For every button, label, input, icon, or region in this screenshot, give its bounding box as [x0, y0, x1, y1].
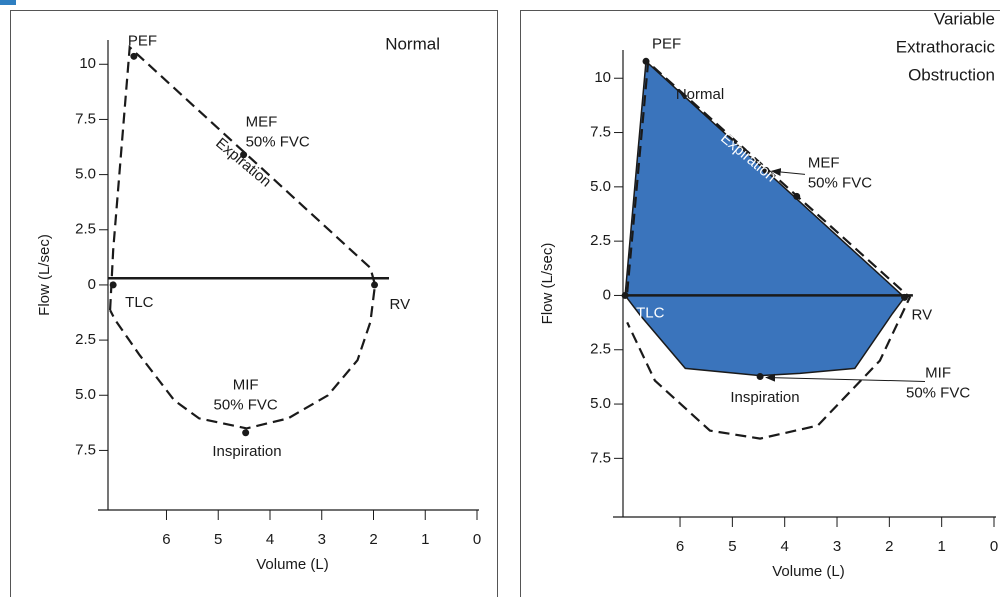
panel-frame	[10, 10, 498, 597]
point	[371, 281, 379, 289]
x-tick-label: 6	[162, 531, 170, 548]
panel-frame	[520, 10, 1000, 597]
point	[240, 151, 248, 159]
line	[109, 44, 377, 430]
x-axis-label: Volume (L)	[772, 563, 845, 580]
point-label: 50% FVC	[246, 134, 310, 151]
y-tick-label: 5.0	[75, 386, 96, 403]
y-tick-label: 2.5	[590, 232, 611, 249]
x-tick-label: 4	[266, 531, 274, 548]
point	[762, 166, 770, 174]
y-tick-label: 10	[594, 69, 611, 86]
y-tick-label: 2.5	[590, 341, 611, 358]
x-axis-label: Volume (L)	[256, 556, 329, 573]
point-label: 50% FVC	[808, 174, 872, 191]
point-label: RV	[390, 296, 411, 313]
point-label: 50% FVC	[906, 384, 970, 401]
annotation: Normal	[676, 86, 724, 103]
x-tick-label: 5	[214, 531, 222, 548]
y-axis-label: Flow (L/sec)	[36, 234, 53, 316]
panel-title: Variable	[934, 9, 995, 28]
x-tick-label: 0	[990, 538, 998, 555]
point-label: MIF	[925, 364, 951, 381]
y-tick-label: 5.0	[75, 166, 96, 183]
x-tick-label: 1	[938, 538, 946, 555]
pointer-arrow	[770, 168, 806, 176]
point-label: 50% FVC	[214, 397, 278, 414]
y-axis-label: Flow (L/sec)	[539, 243, 556, 325]
panel-title: Extrathoracic	[896, 37, 996, 56]
point	[756, 372, 764, 380]
x-tick-label: 3	[318, 531, 326, 548]
point-label: MEF	[246, 114, 278, 131]
x-tick-label: 4	[781, 538, 789, 555]
line	[626, 59, 912, 440]
y-tick-label: 7.5	[75, 441, 96, 458]
x-tick-label: 6	[676, 538, 684, 555]
caption-marker	[0, 0, 16, 5]
point-label: TLC	[636, 304, 665, 321]
annotation: Inspiration	[212, 443, 281, 460]
x-tick-label: 0	[473, 531, 481, 548]
y-tick-label: 7.5	[590, 449, 611, 466]
point	[242, 429, 250, 437]
y-tick-label: 0	[88, 276, 96, 293]
point-label: TLC	[125, 294, 154, 311]
point-label: PEF	[128, 32, 157, 49]
point	[130, 52, 138, 60]
area	[624, 59, 906, 377]
point-label: PEF	[652, 35, 681, 52]
point	[621, 291, 629, 299]
x-tick-label: 5	[728, 538, 736, 555]
y-tick-label: 7.5	[75, 110, 96, 127]
pointer-arrow	[765, 373, 926, 382]
point	[901, 293, 909, 301]
point-label: MEF	[808, 154, 840, 171]
y-tick-label: 5.0	[590, 395, 611, 412]
y-tick-label: 2.5	[75, 331, 96, 348]
point-label: MIF	[233, 377, 259, 394]
annotation: Inspiration	[730, 389, 799, 406]
point	[793, 192, 801, 200]
point	[109, 281, 117, 289]
y-tick-label: 2.5	[75, 221, 96, 238]
x-tick-label: 3	[833, 538, 841, 555]
x-tick-label: 2	[885, 538, 893, 555]
panel-title: Normal	[385, 34, 440, 53]
y-tick-label: 10	[79, 55, 96, 72]
x-tick-label: 1	[421, 531, 429, 548]
panel-title: Obstruction	[908, 65, 995, 84]
point-label: RV	[912, 306, 933, 323]
y-tick-label: 0	[603, 286, 611, 303]
y-tick-label: 5.0	[590, 178, 611, 195]
point	[642, 57, 650, 65]
x-tick-label: 2	[369, 531, 377, 548]
y-tick-label: 7.5	[590, 124, 611, 141]
